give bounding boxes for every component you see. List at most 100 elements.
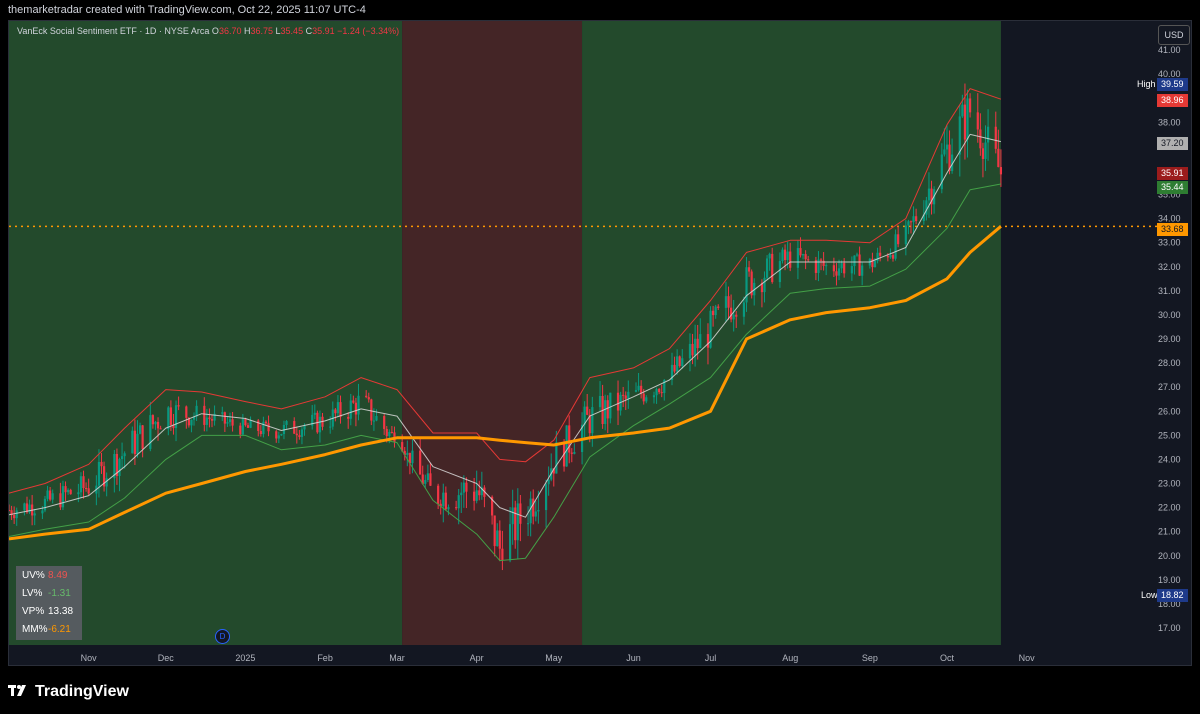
vp-value: 13.38 bbox=[48, 606, 74, 617]
candle-body-14 bbox=[59, 493, 62, 508]
candle-body-225 bbox=[817, 259, 820, 273]
price-chart[interactable]: 17.00 18.00 19.00 20.00 21.00 22.00 23.00 24.00… bbox=[9, 21, 1192, 666]
candle-body-166 bbox=[604, 400, 607, 424]
y-tick-label: 31.00 bbox=[1158, 286, 1181, 296]
candle-body-266 bbox=[963, 104, 967, 140]
symbol-name[interactable]: VanEck Social Sentiment ETF · 1D · NYSE … bbox=[17, 26, 210, 36]
candle-body-145 bbox=[529, 498, 532, 524]
candle-body-177 bbox=[642, 393, 645, 402]
candle-body-104 bbox=[383, 416, 386, 429]
candle-body-236 bbox=[855, 254, 859, 256]
candle-body-110 bbox=[403, 450, 406, 455]
candle-body-263 bbox=[950, 154, 954, 172]
candle-body-156 bbox=[568, 425, 571, 453]
candle-body-259 bbox=[940, 154, 943, 190]
candle-body-268 bbox=[968, 98, 972, 113]
candle-body-64 bbox=[239, 425, 242, 435]
upper-band-price-label: 38.96 bbox=[1157, 94, 1188, 107]
candle-body-276 bbox=[999, 167, 1003, 175]
candle-body-22 bbox=[84, 488, 88, 490]
change-value: −1.24 (−3.34%) bbox=[337, 26, 400, 36]
candle-body-99 bbox=[365, 395, 368, 398]
candle-body-35 bbox=[133, 430, 137, 455]
x-tick-label: Apr bbox=[470, 653, 484, 663]
x-tick-label: Aug bbox=[782, 653, 798, 663]
tradingview-brand[interactable]: TradingView bbox=[35, 683, 129, 700]
candle-body-208 bbox=[753, 282, 756, 296]
candle-body-269 bbox=[976, 112, 979, 130]
candle-body-229 bbox=[832, 265, 835, 272]
candle-body-257 bbox=[930, 188, 933, 205]
candle-body-106 bbox=[388, 431, 391, 437]
candle-body-178 bbox=[645, 397, 648, 402]
y-tick-label: 27.00 bbox=[1158, 382, 1181, 392]
candle-body-76 bbox=[280, 434, 283, 436]
candle-body-4 bbox=[23, 503, 26, 511]
candle-body-144 bbox=[526, 523, 530, 525]
candle-body-125 bbox=[457, 495, 460, 509]
candle-body-184 bbox=[670, 364, 674, 381]
candle-body-15 bbox=[61, 486, 65, 508]
candle-body-42 bbox=[156, 421, 160, 429]
candle-body-44 bbox=[167, 407, 170, 430]
y-tick-label: 26.00 bbox=[1158, 406, 1181, 416]
tradingview-logo-icon bbox=[8, 685, 26, 696]
candle-body-138 bbox=[501, 548, 504, 561]
candle-body-29 bbox=[113, 453, 116, 479]
currency-button[interactable]: USD bbox=[1158, 25, 1190, 45]
candle-body-185 bbox=[673, 364, 676, 372]
candle-body-187 bbox=[678, 356, 681, 367]
candle-body-131 bbox=[478, 490, 481, 496]
mid-band-line bbox=[9, 133, 1002, 518]
candle-body-0 bbox=[9, 510, 11, 512]
candle-body-84 bbox=[311, 414, 314, 426]
y-tick-label: 20.00 bbox=[1158, 551, 1181, 561]
y-tick-label: 19.00 bbox=[1158, 575, 1181, 585]
candle-body-141 bbox=[514, 507, 517, 541]
candle-body-13 bbox=[51, 493, 54, 500]
candle-body-137 bbox=[498, 530, 501, 549]
candle-body-41 bbox=[154, 421, 157, 425]
regime-band-0 bbox=[9, 21, 403, 645]
candle-body-189 bbox=[688, 343, 692, 359]
mm-value: -6.21 bbox=[48, 624, 71, 635]
dividend-marker[interactable]: D bbox=[215, 629, 230, 644]
candle-body-192 bbox=[696, 338, 699, 349]
candle-body-91 bbox=[334, 409, 337, 414]
x-tick-label: Nov bbox=[1019, 653, 1036, 663]
candle-body-162 bbox=[588, 414, 591, 434]
candle-body-3 bbox=[15, 510, 18, 519]
open-value: 36.70 bbox=[218, 26, 242, 36]
candle-body-85 bbox=[313, 412, 316, 415]
y-tick-label: 35.00 bbox=[1158, 190, 1181, 200]
candle-body-21 bbox=[82, 476, 85, 489]
candle-body-243 bbox=[879, 252, 882, 256]
candle-body-176 bbox=[640, 385, 643, 394]
candle-body-121 bbox=[442, 492, 445, 507]
candle-body-267 bbox=[966, 98, 969, 140]
candle-body-47 bbox=[174, 405, 178, 429]
candle-body-134 bbox=[491, 496, 494, 516]
candle-body-80 bbox=[295, 433, 298, 436]
time-scale-bg bbox=[9, 645, 1191, 665]
y-tick-label: 28.00 bbox=[1158, 358, 1181, 368]
candle-body-171 bbox=[622, 394, 625, 396]
candle-body-57 bbox=[210, 419, 214, 421]
candle-body-224 bbox=[814, 260, 817, 273]
mm-label: MM% bbox=[22, 624, 48, 635]
candle-body-244 bbox=[886, 255, 889, 258]
candle-body-167 bbox=[606, 400, 609, 419]
candle-body-163 bbox=[591, 407, 594, 434]
candle-body-142 bbox=[516, 503, 519, 541]
candle-body-28 bbox=[105, 478, 108, 487]
candle-body-246 bbox=[891, 255, 895, 259]
candle-body-127 bbox=[462, 482, 465, 493]
candle-body-217 bbox=[786, 251, 789, 261]
lower-band-line bbox=[9, 183, 1001, 562]
candle-body-81 bbox=[298, 435, 301, 437]
high-value: 36.75 bbox=[250, 26, 274, 36]
candle-body-181 bbox=[658, 388, 661, 393]
chart-frame[interactable]: 17.00 18.00 19.00 20.00 21.00 22.00 23.00 24.00… bbox=[8, 20, 1192, 666]
candle-body-212 bbox=[768, 253, 771, 259]
candle-body-228 bbox=[825, 265, 828, 267]
